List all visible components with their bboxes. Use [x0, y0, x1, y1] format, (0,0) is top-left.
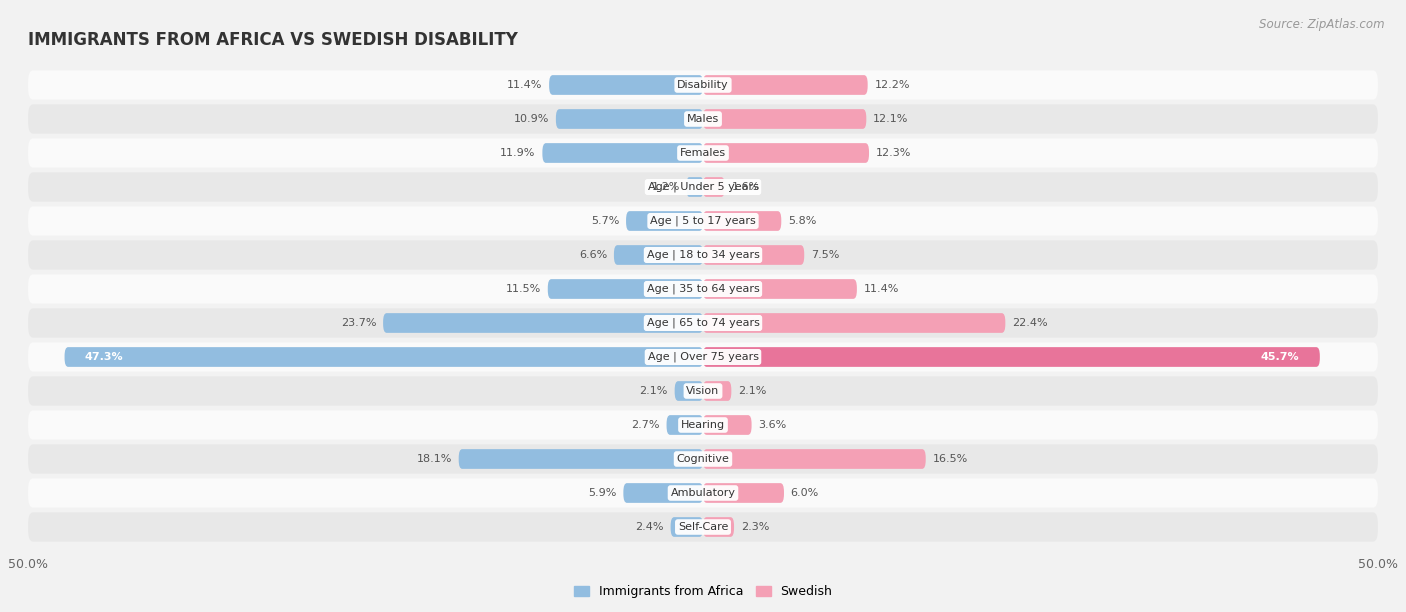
FancyBboxPatch shape	[703, 245, 804, 265]
FancyBboxPatch shape	[28, 105, 1378, 133]
Text: Males: Males	[688, 114, 718, 124]
Text: 2.3%: 2.3%	[741, 522, 769, 532]
FancyBboxPatch shape	[458, 449, 703, 469]
Text: 5.7%: 5.7%	[591, 216, 619, 226]
FancyBboxPatch shape	[28, 70, 1378, 100]
Text: 47.3%: 47.3%	[84, 352, 124, 362]
Text: 18.1%: 18.1%	[416, 454, 451, 464]
FancyBboxPatch shape	[703, 279, 856, 299]
Text: 12.1%: 12.1%	[873, 114, 908, 124]
FancyBboxPatch shape	[28, 308, 1378, 338]
Text: Cognitive: Cognitive	[676, 454, 730, 464]
Legend: Immigrants from Africa, Swedish: Immigrants from Africa, Swedish	[568, 580, 838, 603]
FancyBboxPatch shape	[28, 411, 1378, 439]
FancyBboxPatch shape	[703, 109, 866, 129]
FancyBboxPatch shape	[703, 75, 868, 95]
Text: Source: ZipAtlas.com: Source: ZipAtlas.com	[1260, 18, 1385, 31]
FancyBboxPatch shape	[614, 245, 703, 265]
Text: 11.9%: 11.9%	[501, 148, 536, 158]
FancyBboxPatch shape	[675, 381, 703, 401]
FancyBboxPatch shape	[703, 347, 1320, 367]
FancyBboxPatch shape	[28, 479, 1378, 507]
Text: 3.6%: 3.6%	[758, 420, 786, 430]
FancyBboxPatch shape	[703, 483, 785, 503]
Text: 10.9%: 10.9%	[513, 114, 550, 124]
FancyBboxPatch shape	[65, 347, 703, 367]
FancyBboxPatch shape	[28, 444, 1378, 474]
FancyBboxPatch shape	[382, 313, 703, 333]
Text: 1.2%: 1.2%	[651, 182, 681, 192]
FancyBboxPatch shape	[28, 512, 1378, 542]
FancyBboxPatch shape	[28, 342, 1378, 371]
Text: 2.1%: 2.1%	[640, 386, 668, 396]
Text: 7.5%: 7.5%	[811, 250, 839, 260]
FancyBboxPatch shape	[703, 449, 925, 469]
Text: 11.5%: 11.5%	[506, 284, 541, 294]
FancyBboxPatch shape	[703, 415, 752, 435]
Text: 45.7%: 45.7%	[1261, 352, 1299, 362]
Text: Age | 18 to 34 years: Age | 18 to 34 years	[647, 250, 759, 260]
Text: 11.4%: 11.4%	[863, 284, 898, 294]
Text: Vision: Vision	[686, 386, 720, 396]
Text: 6.0%: 6.0%	[790, 488, 818, 498]
FancyBboxPatch shape	[703, 177, 724, 197]
Text: Females: Females	[681, 148, 725, 158]
FancyBboxPatch shape	[555, 109, 703, 129]
Text: Disability: Disability	[678, 80, 728, 90]
Text: 6.6%: 6.6%	[579, 250, 607, 260]
Text: Age | 5 to 17 years: Age | 5 to 17 years	[650, 216, 756, 226]
FancyBboxPatch shape	[703, 313, 1005, 333]
Text: 2.7%: 2.7%	[631, 420, 659, 430]
Text: Age | Over 75 years: Age | Over 75 years	[648, 352, 758, 362]
FancyBboxPatch shape	[666, 415, 703, 435]
FancyBboxPatch shape	[703, 517, 734, 537]
FancyBboxPatch shape	[671, 517, 703, 537]
FancyBboxPatch shape	[703, 211, 782, 231]
Text: Age | Under 5 years: Age | Under 5 years	[648, 182, 758, 192]
FancyBboxPatch shape	[28, 206, 1378, 236]
Text: 11.4%: 11.4%	[508, 80, 543, 90]
FancyBboxPatch shape	[686, 177, 703, 197]
FancyBboxPatch shape	[703, 381, 731, 401]
FancyBboxPatch shape	[626, 211, 703, 231]
Text: Age | 65 to 74 years: Age | 65 to 74 years	[647, 318, 759, 328]
Text: Age | 35 to 64 years: Age | 35 to 64 years	[647, 284, 759, 294]
FancyBboxPatch shape	[550, 75, 703, 95]
Text: 1.6%: 1.6%	[731, 182, 759, 192]
FancyBboxPatch shape	[623, 483, 703, 503]
FancyBboxPatch shape	[28, 138, 1378, 168]
FancyBboxPatch shape	[28, 376, 1378, 406]
Text: Self-Care: Self-Care	[678, 522, 728, 532]
Text: 12.2%: 12.2%	[875, 80, 910, 90]
Text: IMMIGRANTS FROM AFRICA VS SWEDISH DISABILITY: IMMIGRANTS FROM AFRICA VS SWEDISH DISABI…	[28, 31, 517, 48]
Text: 16.5%: 16.5%	[932, 454, 967, 464]
Text: 2.4%: 2.4%	[636, 522, 664, 532]
Text: 22.4%: 22.4%	[1012, 318, 1047, 328]
FancyBboxPatch shape	[28, 274, 1378, 304]
FancyBboxPatch shape	[543, 143, 703, 163]
Text: 12.3%: 12.3%	[876, 148, 911, 158]
FancyBboxPatch shape	[548, 279, 703, 299]
Text: 23.7%: 23.7%	[340, 318, 377, 328]
Text: Ambulatory: Ambulatory	[671, 488, 735, 498]
FancyBboxPatch shape	[703, 143, 869, 163]
FancyBboxPatch shape	[28, 241, 1378, 270]
Text: 5.8%: 5.8%	[787, 216, 817, 226]
FancyBboxPatch shape	[28, 173, 1378, 201]
Text: 5.9%: 5.9%	[588, 488, 617, 498]
Text: Hearing: Hearing	[681, 420, 725, 430]
Text: 2.1%: 2.1%	[738, 386, 766, 396]
